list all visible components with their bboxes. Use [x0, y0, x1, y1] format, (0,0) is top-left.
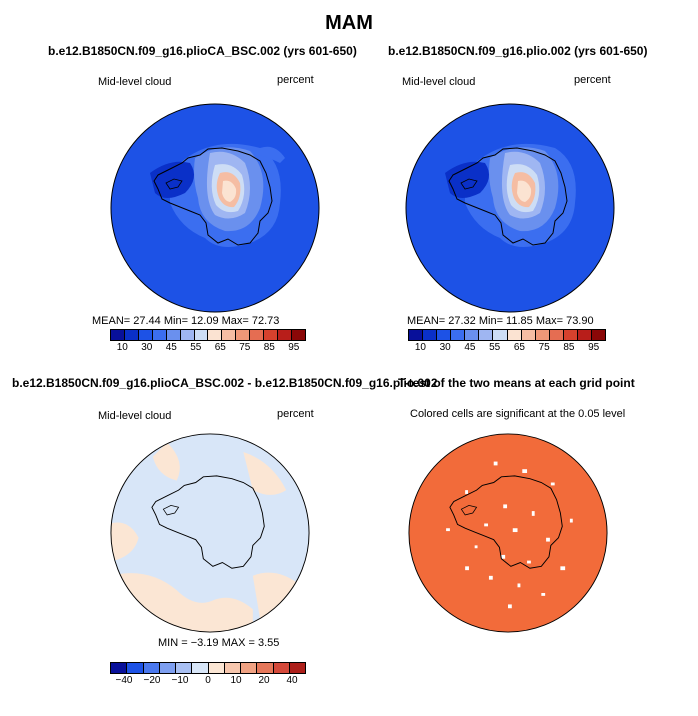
colorbar-swatch	[224, 663, 241, 673]
colorbar-tick-label: 85	[563, 342, 575, 353]
colorbar-top-right	[408, 329, 606, 341]
colorbar-swatch	[264, 330, 279, 340]
polar-map-bottom-right	[408, 433, 608, 633]
colorbar-swatch	[208, 663, 225, 673]
units-label-top-left: percent	[277, 74, 314, 86]
variable-label-top-right: Mid-level cloud	[402, 76, 476, 88]
colorbar-ticks-bottom-left: −40 −20 −10 0 10 20 40	[110, 675, 306, 687]
colorbar-swatch	[143, 663, 160, 673]
colorbar-swatch	[111, 330, 125, 340]
colorbar-tick-label: 40	[286, 675, 298, 686]
colorbar-tick-label: 10	[230, 675, 242, 686]
colorbar-tick-label: 30	[141, 342, 153, 353]
polar-map-top-right	[405, 103, 615, 313]
colorbar-tick-label: 20	[258, 675, 270, 686]
colorbar-swatch	[273, 663, 290, 673]
colorbar-tick-label: 95	[288, 342, 300, 353]
colorbar-swatch	[257, 663, 274, 673]
colorbar-swatch	[437, 330, 452, 340]
colorbar-tick-label: 0	[205, 675, 211, 686]
colorbar-swatch	[465, 330, 480, 340]
colorbar-swatch	[241, 663, 258, 673]
colorbar-tick-label: 45	[464, 342, 476, 353]
variable-label-top-left: Mid-level cloud	[98, 76, 172, 88]
panel-title-bottom-right: T-test of the two means at each grid poi…	[398, 376, 635, 390]
colorbar-tick-label: 55	[190, 342, 202, 353]
colorbar-swatch	[409, 330, 424, 340]
colorbar-top-left	[110, 329, 306, 341]
colorbar-tick-label: 95	[588, 342, 600, 353]
colorbar-tick-label: 30	[439, 342, 451, 353]
colorbar-ticks-top-right: 10 30 45 55 65 75 85 95	[408, 342, 606, 354]
figure-title: MAM	[325, 12, 373, 34]
stats-bottom-left: MIN = −3.19 MAX = 3.55	[158, 637, 280, 649]
colorbar-tick-label: −10	[171, 675, 189, 686]
panel-title-bottom-left: b.e12.B1850CN.f09_g16.plioCA_BSC.002 - b…	[12, 376, 438, 390]
colorbar-tick-label: 85	[263, 342, 275, 353]
colorbar-swatch	[291, 330, 305, 340]
colorbar-swatch	[563, 330, 578, 340]
colorbar-swatch	[124, 330, 139, 340]
colorbar-swatch	[278, 330, 292, 340]
panel-subtitle-bottom-right: Colored cells are significant at the 0.0…	[410, 408, 626, 420]
colorbar-swatch	[192, 663, 209, 673]
units-label-bottom-left: percent	[277, 408, 314, 420]
colorbar-swatch	[479, 330, 494, 340]
colorbar-tick-label: 10	[414, 342, 426, 353]
colorbar-swatch	[577, 330, 593, 340]
colorbar-swatch	[138, 330, 153, 340]
colorbar-swatch	[592, 330, 606, 340]
colorbar-swatch	[549, 330, 564, 340]
colorbar-swatch	[127, 663, 144, 673]
panel-title-top-right: b.e12.B1850CN.f09_g16.plio.002 (yrs 601-…	[388, 44, 648, 58]
colorbar-swatch	[507, 330, 522, 340]
colorbar-tick-label: 10	[116, 342, 128, 353]
colorbar-tick-label: 75	[239, 342, 251, 353]
colorbar-tick-label: −40	[115, 675, 133, 686]
stats-top-left: MEAN= 27.44 Min= 12.09 Max= 72.73	[92, 315, 280, 327]
colorbar-swatch	[111, 663, 128, 673]
colorbar-swatch	[250, 330, 265, 340]
colorbar-swatch	[236, 330, 251, 340]
colorbar-swatch	[493, 330, 508, 340]
colorbar-swatch	[208, 330, 223, 340]
colorbar-swatch	[180, 330, 195, 340]
colorbar-tick-label: 75	[538, 342, 550, 353]
colorbar-swatch	[194, 330, 209, 340]
variable-label-bottom-left: Mid-level cloud	[98, 410, 172, 422]
colorbar-tick-label: 65	[513, 342, 525, 353]
colorbar-swatch	[152, 330, 167, 340]
colorbar-swatch	[222, 330, 237, 340]
colorbar-swatch	[159, 663, 176, 673]
colorbar-bottom-left	[110, 662, 306, 674]
units-label-top-right: percent	[574, 74, 611, 86]
polar-map-top-left	[110, 103, 320, 313]
colorbar-tick-label: 45	[165, 342, 177, 353]
colorbar-swatch	[289, 663, 305, 673]
colorbar-swatch	[166, 330, 181, 340]
colorbar-swatch	[423, 330, 438, 340]
colorbar-swatch	[535, 330, 550, 340]
polar-map-bottom-left	[110, 433, 310, 633]
colorbar-tick-label: 65	[214, 342, 226, 353]
panel-title-top-left: b.e12.B1850CN.f09_g16.plioCA_BSC.002 (yr…	[48, 44, 357, 58]
colorbar-ticks-top-left: 10 30 45 55 65 75 85 95	[110, 342, 306, 354]
colorbar-swatch	[176, 663, 193, 673]
stats-top-right: MEAN= 27.32 Min= 11.85 Max= 73.90	[407, 315, 594, 327]
colorbar-swatch	[521, 330, 536, 340]
colorbar-swatch	[451, 330, 466, 340]
colorbar-tick-label: 55	[489, 342, 501, 353]
colorbar-tick-label: −20	[143, 675, 161, 686]
